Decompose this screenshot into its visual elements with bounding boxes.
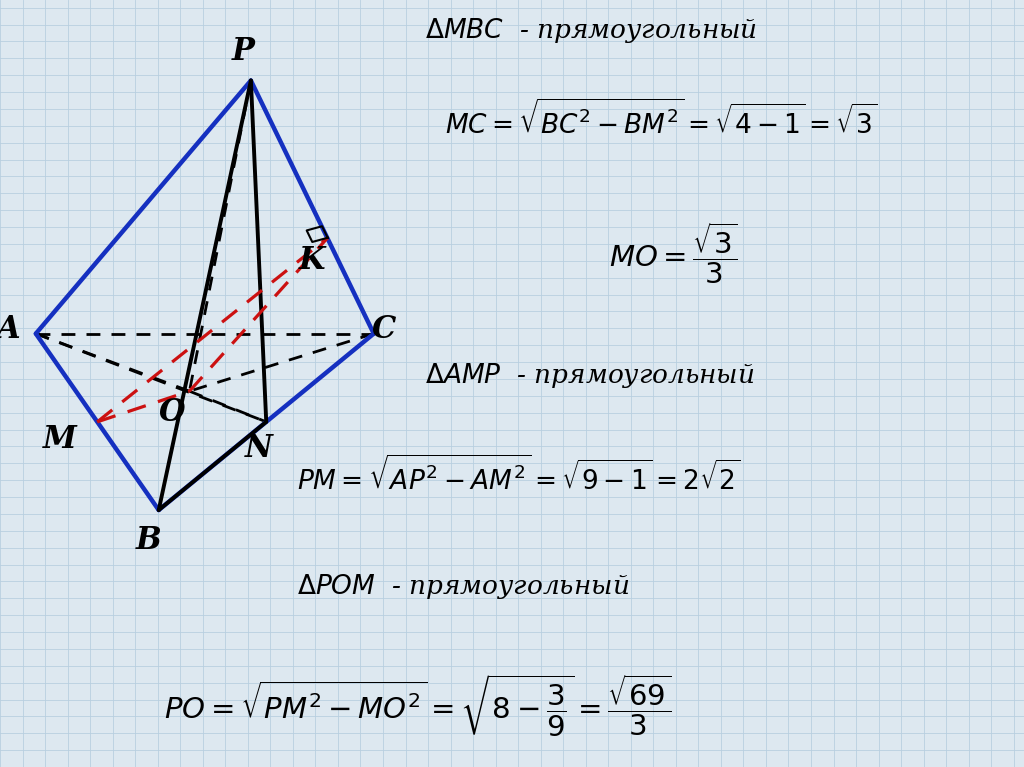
Text: B: B: [135, 525, 162, 556]
Text: $\Delta MBC$  - прямоугольный: $\Delta MBC$ - прямоугольный: [425, 16, 757, 45]
Text: M: M: [43, 424, 76, 455]
Text: $\Delta AMP$  - прямоугольный: $\Delta AMP$ - прямоугольный: [425, 361, 755, 390]
Text: $PO = \sqrt{PM^2 - MO^2} = \sqrt{8 - \dfrac{3}{9}} = \dfrac{\sqrt{69}}{3}$: $PO = \sqrt{PM^2 - MO^2} = \sqrt{8 - \df…: [164, 673, 671, 739]
Text: P: P: [231, 36, 254, 67]
Text: O: O: [159, 397, 185, 428]
Text: A: A: [0, 314, 20, 345]
Text: $PM = \sqrt{AP^2 - AM^2} = \sqrt{9-1} = 2\sqrt{2}$: $PM = \sqrt{AP^2 - AM^2} = \sqrt{9-1} = …: [297, 456, 741, 495]
Text: $\Delta POM$  - прямоугольный: $\Delta POM$ - прямоугольный: [297, 572, 629, 601]
Text: K: K: [299, 245, 326, 276]
Text: $MO = \dfrac{\sqrt{3}}{3}$: $MO = \dfrac{\sqrt{3}}{3}$: [609, 220, 738, 286]
Text: N: N: [245, 433, 273, 464]
Text: $MC = \sqrt{BC^2 - BM^2} = \sqrt{4-1} = \sqrt{3}$: $MC = \sqrt{BC^2 - BM^2} = \sqrt{4-1} = …: [445, 99, 878, 139]
Text: C: C: [372, 314, 396, 345]
